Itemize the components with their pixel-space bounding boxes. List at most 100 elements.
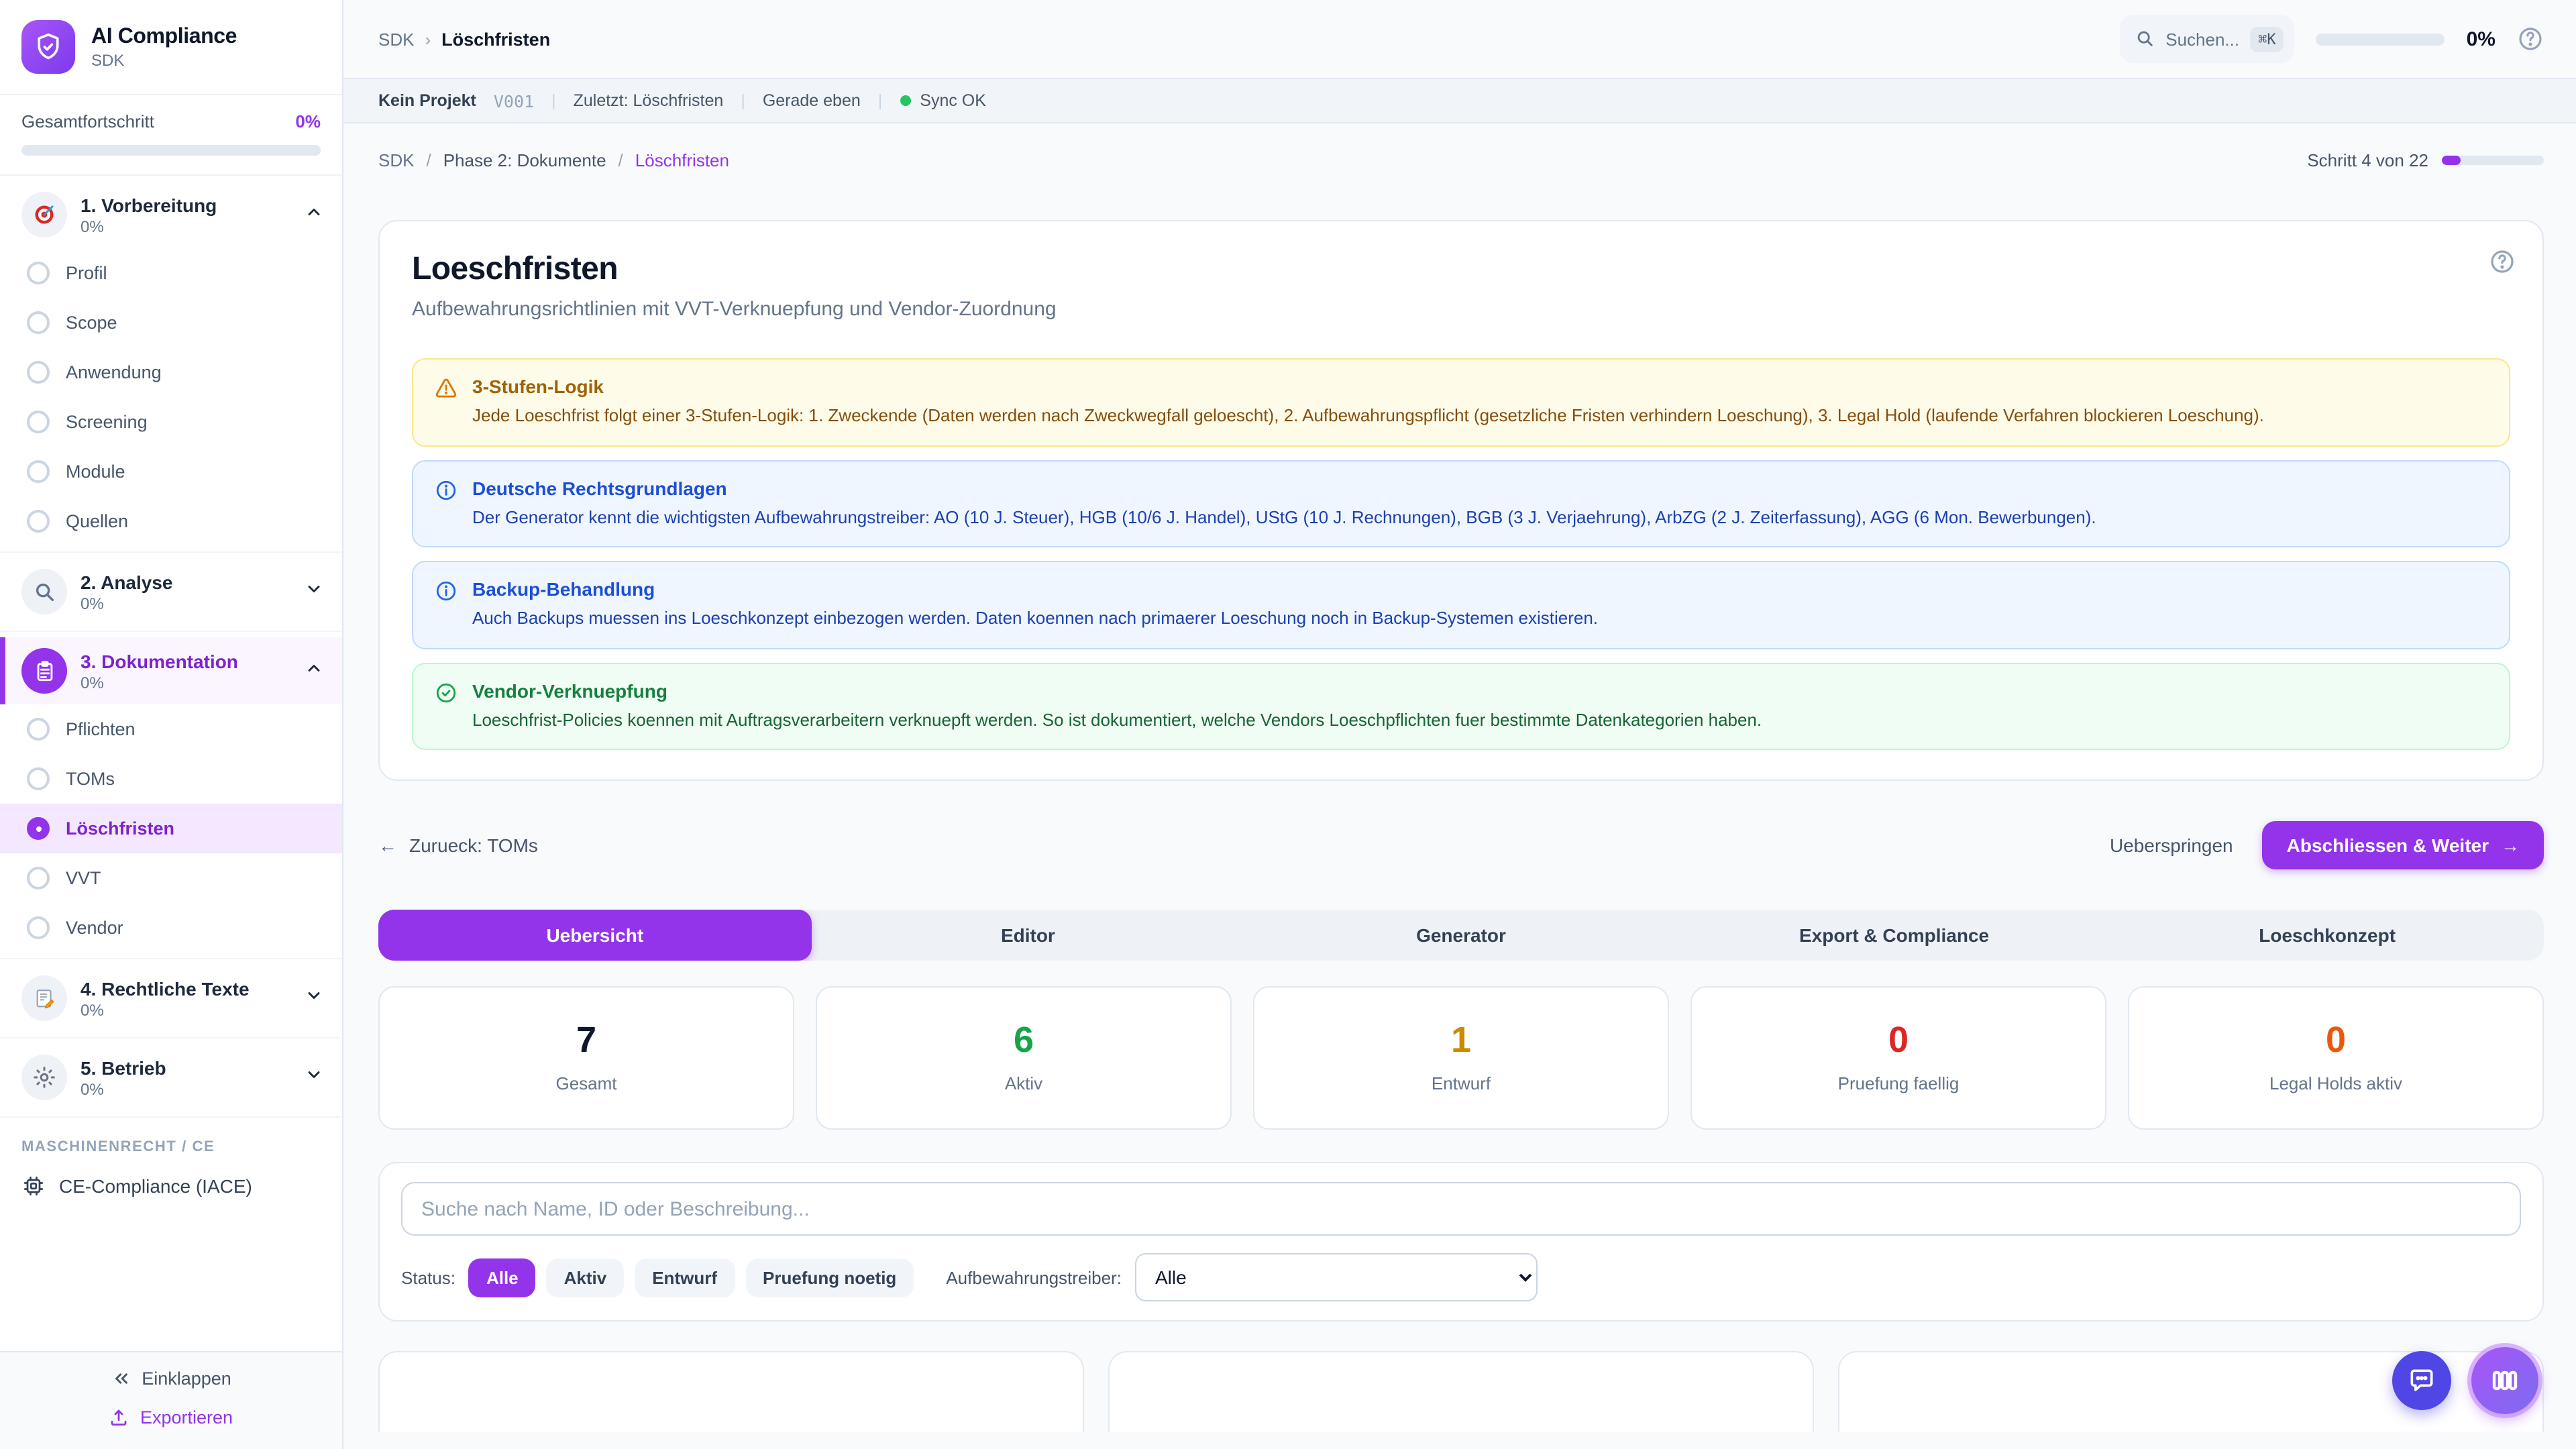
- radio-selected-icon: [27, 817, 50, 840]
- gear-icon: [21, 1055, 67, 1100]
- clipboard-icon: [21, 648, 67, 694]
- help-icon[interactable]: [2489, 248, 2516, 275]
- alert-body: Jede Loeschfrist folgt einer 3-Stufen-Lo…: [472, 405, 2264, 425]
- chevron-down-icon: [305, 1065, 323, 1090]
- sidebar: AI Compliance SDK Gesamtfortschritt 0% 1…: [0, 0, 343, 1449]
- alert-deutsche-rechtsgrundlagen: Deutsche Rechtsgrundlagen Der Generator …: [412, 460, 2510, 547]
- help-icon[interactable]: [2517, 25, 2544, 52]
- tab-uebersicht[interactable]: Uebersicht: [378, 910, 812, 961]
- status-filter-label: Status:: [401, 1267, 455, 1287]
- stat-card-entwurf: 1 Entwurf: [1253, 986, 1669, 1130]
- collapse-sidebar-button[interactable]: Einklappen: [111, 1368, 231, 1389]
- stat-value: 0: [2325, 1020, 2347, 1060]
- sidebar-phase-rechtliche-texte[interactable]: 4. Rechtliche Texte 0%: [0, 965, 342, 1032]
- sidebar-item-quellen[interactable]: Quellen: [0, 496, 342, 546]
- sidebar-item-profil[interactable]: Profil: [0, 248, 342, 298]
- cpu-chip-icon: [21, 1174, 46, 1198]
- breadcrumb-root[interactable]: SDK: [378, 29, 415, 49]
- status-filter-entwurf[interactable]: Entwurf: [635, 1258, 735, 1297]
- sync-status-dot: [900, 95, 911, 106]
- wizard-navigation: ← Zurueck: TOMs Ueberspringen Abschliess…: [378, 821, 2544, 869]
- status-circle-icon: [27, 718, 50, 741]
- columns-fab-button[interactable]: [2471, 1347, 2538, 1414]
- policy-card[interactable]: [1108, 1351, 1814, 1432]
- search-placeholder-text: Suchen...: [2165, 29, 2240, 49]
- step-indicator: Schritt 4 von 22: [2307, 150, 2544, 170]
- sidebar-item-vvt[interactable]: VVT: [0, 853, 342, 903]
- app-title: AI Compliance: [91, 25, 237, 48]
- tab-loeschkonzept[interactable]: Loeschkonzept: [2259, 924, 2396, 946]
- complete-next-button[interactable]: Abschliessen & Weiter →: [2262, 821, 2544, 869]
- sidebar-section-label: MASCHINENRECHT / CE: [21, 1139, 215, 1155]
- sidebar-item-ce-compliance[interactable]: CE-Compliance (IACE): [0, 1161, 342, 1212]
- status-filter-alle[interactable]: Alle: [468, 1258, 536, 1297]
- stat-value: 7: [576, 1020, 597, 1060]
- overall-progress-value: 0%: [295, 111, 321, 131]
- sidebar-phase-dokumentation[interactable]: 3. Dokumentation 0%: [0, 637, 342, 704]
- status-filter-aktiv[interactable]: Aktiv: [546, 1258, 625, 1297]
- sidebar-phase-vorbereitung[interactable]: 1. Vorbereitung 0%: [0, 181, 342, 248]
- chevron-down-icon: [305, 579, 323, 604]
- driver-select[interactable]: Alle: [1134, 1253, 1538, 1301]
- sidebar-item-loeschfristen[interactable]: Löschfristen: [0, 804, 342, 853]
- status-circle-icon: [27, 262, 50, 284]
- alert-3-stufen-logik: 3-Stufen-Logik Jede Loeschfrist folgt ei…: [412, 358, 2510, 446]
- global-search-button[interactable]: Suchen... ⌘K: [2120, 15, 2295, 63]
- driver-filter-label: Aufbewahrungstreiber:: [946, 1267, 1122, 1287]
- page-breadcrumb-phase[interactable]: Phase 2: Dokumente: [443, 150, 606, 170]
- sidebar-item-toms[interactable]: TOMs: [0, 754, 342, 804]
- chevron-up-icon: [305, 202, 323, 227]
- policy-card[interactable]: [378, 1351, 1084, 1432]
- sidebar-phase-analyse[interactable]: 2. Analyse 0%: [0, 558, 342, 625]
- page-header-card: Loeschfristen Aufbewahrungsrichtlinien m…: [378, 220, 2544, 781]
- step-progress-bar: [2442, 155, 2544, 164]
- tab-generator[interactable]: Generator: [1416, 924, 1506, 946]
- status-circle-icon: [27, 916, 50, 939]
- alert-list: 3-Stufen-Logik Jede Loeschfrist folgt ei…: [412, 358, 2510, 750]
- header-progress-bar: [2316, 33, 2445, 45]
- alert-body: Auch Backups muessen ins Loeschkonzept e…: [472, 608, 1599, 628]
- alert-vendor-verknuepfung: Vendor-Verknuepfung Loeschfrist-Policies…: [412, 662, 2510, 750]
- tab-editor[interactable]: Editor: [1000, 924, 1055, 946]
- keyboard-shortcut-badge: ⌘K: [2250, 26, 2284, 52]
- sidebar-phase-betrieb[interactable]: 5. Betrieb 0%: [0, 1044, 342, 1111]
- sidebar-header: AI Compliance SDK: [0, 0, 342, 95]
- page-navigation-row: SDK / Phase 2: Dokumente / Löschfristen …: [343, 123, 2576, 196]
- stat-label: Gesamt: [555, 1073, 617, 1093]
- alert-title: 3-Stufen-Logik: [472, 376, 604, 397]
- stat-value: 0: [1888, 1020, 1909, 1060]
- tab-export-compliance[interactable]: Export & Compliance: [1799, 924, 1990, 946]
- page-breadcrumb-root[interactable]: SDK: [378, 150, 415, 170]
- export-button[interactable]: Exportieren: [109, 1407, 233, 1428]
- sidebar-item-pflichten[interactable]: Pflichten: [0, 704, 342, 754]
- stat-card-aktiv: 6 Aktiv: [816, 986, 1232, 1130]
- floating-action-buttons: [2392, 1347, 2538, 1414]
- status-filter-pruefung-noetig[interactable]: Pruefung noetig: [745, 1258, 914, 1297]
- sidebar-item-module[interactable]: Module: [0, 447, 342, 496]
- sidebar-item-screening[interactable]: Screening: [0, 397, 342, 447]
- alert-backup-behandlung: Backup-Behandlung Auch Backups muessen i…: [412, 561, 2510, 649]
- overall-progress: Gesamtfortschritt 0%: [0, 95, 342, 176]
- filter-card: Status: Alle Aktiv Entwurf Pruefung noet…: [378, 1162, 2544, 1322]
- chat-fab-button[interactable]: [2392, 1351, 2451, 1410]
- skip-button[interactable]: Ueberspringen: [2109, 835, 2233, 856]
- info-circle-icon: [435, 580, 458, 631]
- policy-search-input[interactable]: [401, 1182, 2521, 1236]
- stat-value: 6: [1013, 1020, 1034, 1060]
- back-button[interactable]: ← Zurueck: TOMs: [378, 835, 538, 856]
- status-circle-icon: [27, 311, 50, 334]
- alert-title: Deutsche Rechtsgrundlagen: [472, 477, 727, 498]
- sidebar-nav: 1. Vorbereitung 0% Profil Scope Anwendun…: [0, 176, 342, 1118]
- status-circle-icon: [27, 510, 50, 533]
- sidebar-item-anwendung[interactable]: Anwendung: [0, 347, 342, 397]
- alert-body: Der Generator kennt die wichtigsten Aufb…: [472, 506, 2096, 527]
- chevron-down-icon: [305, 985, 323, 1011]
- status-bar: Kein Projekt V001 | Zuletzt: Löschfriste…: [343, 78, 2576, 123]
- sync-status-label: Sync OK: [920, 91, 986, 110]
- sidebar-item-vendor[interactable]: Vendor: [0, 903, 342, 953]
- page-breadcrumb-current: Löschfristen: [635, 150, 729, 170]
- sidebar-item-scope[interactable]: Scope: [0, 298, 342, 347]
- breadcrumb: SDK › Löschfristen: [378, 29, 550, 49]
- page-content: Loeschfristen Aufbewahrungsrichtlinien m…: [343, 196, 2576, 1449]
- status-circle-icon: [27, 767, 50, 790]
